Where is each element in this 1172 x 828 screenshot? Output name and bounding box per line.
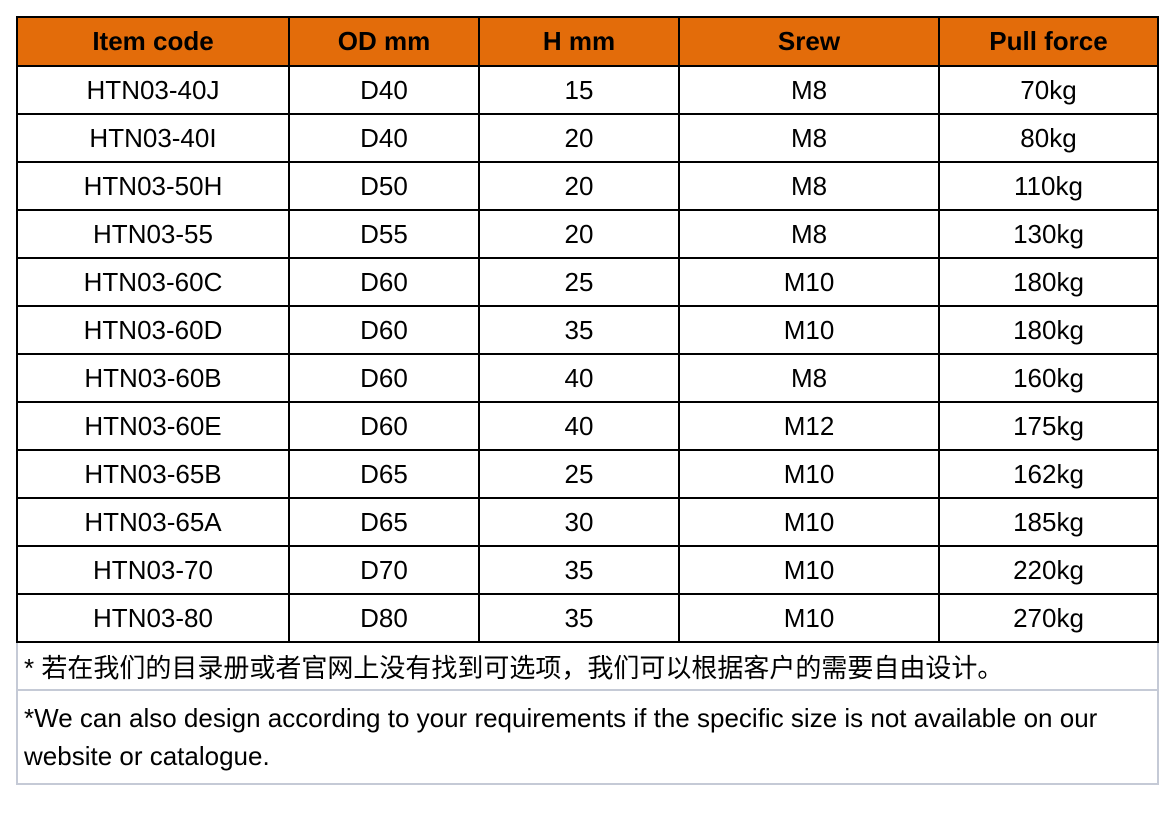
cell-item-code: HTN03-65A bbox=[16, 497, 290, 547]
cell-pull-force: 160kg bbox=[938, 353, 1159, 403]
table-row: HTN03-60E D60 40 M12 175kg bbox=[16, 401, 1159, 451]
cell-od-mm: D40 bbox=[288, 113, 480, 163]
table-row: HTN03-65B D65 25 M10 162kg bbox=[16, 449, 1159, 499]
table-row: HTN03-60D D60 35 M10 180kg bbox=[16, 305, 1159, 355]
cell-od-mm: D55 bbox=[288, 209, 480, 259]
cell-h-mm: 40 bbox=[478, 401, 680, 451]
cell-screw: M8 bbox=[678, 161, 940, 211]
cell-od-mm: D60 bbox=[288, 401, 480, 451]
cell-pull-force: 270kg bbox=[938, 593, 1159, 643]
column-header-h-mm: H mm bbox=[478, 16, 680, 67]
cell-item-code: HTN03-40J bbox=[16, 65, 290, 115]
table-row: HTN03-65A D65 30 M10 185kg bbox=[16, 497, 1159, 547]
cell-h-mm: 20 bbox=[478, 161, 680, 211]
cell-screw: M8 bbox=[678, 65, 940, 115]
cell-h-mm: 20 bbox=[478, 113, 680, 163]
cell-od-mm: D40 bbox=[288, 65, 480, 115]
cell-item-code: HTN03-65B bbox=[16, 449, 290, 499]
cell-pull-force: 130kg bbox=[938, 209, 1159, 259]
note-english: *We can also design according to your re… bbox=[16, 689, 1159, 785]
cell-pull-force: 180kg bbox=[938, 305, 1159, 355]
cell-od-mm: D70 bbox=[288, 545, 480, 595]
cell-pull-force: 175kg bbox=[938, 401, 1159, 451]
column-header-od-mm: OD mm bbox=[288, 16, 480, 67]
cell-screw: M8 bbox=[678, 353, 940, 403]
column-header-item-code: Item code bbox=[16, 16, 290, 67]
cell-od-mm: D80 bbox=[288, 593, 480, 643]
table-row: HTN03-80 D80 35 M10 270kg bbox=[16, 593, 1159, 643]
cell-screw: M10 bbox=[678, 305, 940, 355]
cell-item-code: HTN03-60D bbox=[16, 305, 290, 355]
header-row: Item code OD mm H mm Srew Pull force bbox=[16, 16, 1159, 67]
cell-od-mm: D65 bbox=[288, 497, 480, 547]
product-spec-table: Item code OD mm H mm Srew Pull force HTN03-4… bbox=[16, 16, 1159, 785]
cell-h-mm: 25 bbox=[478, 257, 680, 307]
table-row: HTN03-40I D40 20 M8 80kg bbox=[16, 113, 1159, 163]
cell-item-code: HTN03-50H bbox=[16, 161, 290, 211]
note-chinese: * 若在我们的目录册或者官网上没有找到可选项，我们可以根据客户的需要自由设计。 bbox=[16, 641, 1159, 691]
cell-pull-force: 220kg bbox=[938, 545, 1159, 595]
column-header-screw: Srew bbox=[678, 16, 940, 67]
table-row: HTN03-60B D60 40 M8 160kg bbox=[16, 353, 1159, 403]
note-row-english: *We can also design according to your re… bbox=[16, 689, 1159, 785]
cell-item-code: HTN03-55 bbox=[16, 209, 290, 259]
cell-screw: M12 bbox=[678, 401, 940, 451]
cell-od-mm: D50 bbox=[288, 161, 480, 211]
cell-item-code: HTN03-60E bbox=[16, 401, 290, 451]
cell-h-mm: 35 bbox=[478, 305, 680, 355]
table-row: HTN03-60C D60 25 M10 180kg bbox=[16, 257, 1159, 307]
cell-od-mm: D60 bbox=[288, 257, 480, 307]
table-row: HTN03-50H D50 20 M8 110kg bbox=[16, 161, 1159, 211]
cell-od-mm: D60 bbox=[288, 353, 480, 403]
table-row: HTN03-70 D70 35 M10 220kg bbox=[16, 545, 1159, 595]
cell-h-mm: 15 bbox=[478, 65, 680, 115]
cell-screw: M10 bbox=[678, 257, 940, 307]
cell-h-mm: 20 bbox=[478, 209, 680, 259]
cell-h-mm: 30 bbox=[478, 497, 680, 547]
cell-h-mm: 35 bbox=[478, 593, 680, 643]
cell-screw: M10 bbox=[678, 545, 940, 595]
cell-screw: M10 bbox=[678, 593, 940, 643]
cell-pull-force: 180kg bbox=[938, 257, 1159, 307]
cell-h-mm: 35 bbox=[478, 545, 680, 595]
column-header-pull-force: Pull force bbox=[938, 16, 1159, 67]
cell-screw: M8 bbox=[678, 209, 940, 259]
cell-h-mm: 40 bbox=[478, 353, 680, 403]
cell-pull-force: 110kg bbox=[938, 161, 1159, 211]
cell-item-code: HTN03-70 bbox=[16, 545, 290, 595]
cell-pull-force: 162kg bbox=[938, 449, 1159, 499]
cell-pull-force: 185kg bbox=[938, 497, 1159, 547]
cell-item-code: HTN03-80 bbox=[16, 593, 290, 643]
cell-screw: M10 bbox=[678, 497, 940, 547]
cell-h-mm: 25 bbox=[478, 449, 680, 499]
cell-screw: M10 bbox=[678, 449, 940, 499]
cell-item-code: HTN03-60C bbox=[16, 257, 290, 307]
note-row-chinese: * 若在我们的目录册或者官网上没有找到可选项，我们可以根据客户的需要自由设计。 bbox=[16, 641, 1159, 691]
cell-screw: M8 bbox=[678, 113, 940, 163]
cell-od-mm: D65 bbox=[288, 449, 480, 499]
cell-od-mm: D60 bbox=[288, 305, 480, 355]
table-row: HTN03-55 D55 20 M8 130kg bbox=[16, 209, 1159, 259]
cell-item-code: HTN03-40I bbox=[16, 113, 290, 163]
cell-item-code: HTN03-60B bbox=[16, 353, 290, 403]
table-row: HTN03-40J D40 15 M8 70kg bbox=[16, 65, 1159, 115]
cell-pull-force: 70kg bbox=[938, 65, 1159, 115]
cell-pull-force: 80kg bbox=[938, 113, 1159, 163]
